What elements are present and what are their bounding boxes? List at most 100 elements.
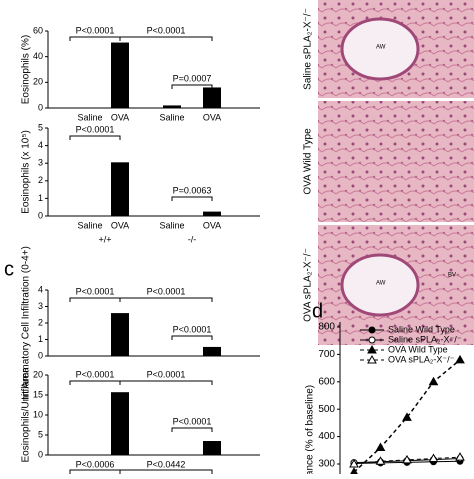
micrograph-mark: BV — [448, 273, 456, 279]
legend-marker — [367, 344, 377, 354]
p-value: P<0.0006 — [76, 459, 115, 469]
x-tick-label: Saline — [159, 112, 184, 122]
group-label: -/- — [188, 234, 197, 244]
y-tick-label: 2 — [38, 175, 43, 185]
point — [455, 354, 465, 364]
y-tick-label: 3 — [38, 301, 43, 311]
y-tick-label: 700 — [318, 349, 335, 360]
p-value: P<0.0001 — [173, 324, 212, 334]
micrographs: Saline sPLA₂-X⁻/⁻ AW OVA Wild Type OVA sPLA… — [303, 0, 474, 345]
y-tick-label: 0 — [38, 210, 43, 220]
legend-entry: Saline sPLA₂-X⁻/⁻ — [388, 334, 462, 344]
p-value: P<0.0001 — [76, 124, 115, 134]
bar — [111, 313, 129, 356]
y-tick-label: 5 — [38, 429, 43, 439]
micrograph-mark: AW — [376, 281, 386, 287]
y-axis-label: istance (% of baseline) — [305, 385, 316, 474]
y-tick-label: 20 — [33, 369, 43, 379]
legend-marker — [368, 326, 376, 334]
micrograph — [318, 101, 474, 222]
bar — [111, 392, 129, 455]
airway — [340, 17, 420, 81]
y-axis-label: Eosinophils (x 10⁵) — [21, 130, 32, 214]
p-value: P=0.0007 — [173, 73, 212, 83]
p-value: P<0.0001 — [147, 286, 186, 296]
micrograph-label: Saline sPLA₂-X⁻/⁻ — [303, 8, 314, 90]
y-axis-label: Eosinophils/Unit Area — [21, 367, 32, 462]
point — [349, 467, 359, 476]
point — [455, 452, 465, 461]
y-tick-label: 20 — [33, 77, 43, 87]
y-axis-label: Inflammatory Cell Infiltration (0-4+) — [21, 246, 32, 400]
bar — [203, 211, 221, 216]
p-value: P<0.0001 — [173, 416, 212, 426]
bracket — [119, 36, 213, 41]
y-tick-label: 1 — [38, 334, 43, 344]
p-value: P<0.0001 — [76, 369, 115, 379]
x-tick-label: OVA — [203, 112, 221, 122]
group-label: +/+ — [98, 234, 111, 244]
p-value: P<0.0001 — [76, 25, 115, 35]
x-tick-label: Saline — [77, 112, 102, 122]
p-value: P<0.0001 — [147, 369, 186, 379]
p-value: P=0.0063 — [173, 185, 212, 195]
y-tick-label: 5 — [38, 122, 43, 132]
bracket — [171, 84, 213, 89]
point — [402, 412, 412, 421]
micrograph-label: OVA sPLA₂-X⁻/⁻ — [303, 248, 314, 322]
micrograph-mark: AW — [376, 45, 386, 51]
bracket — [119, 380, 213, 385]
bar — [163, 105, 181, 108]
panel-label: d — [312, 300, 323, 322]
bracket — [119, 469, 213, 474]
x-tick-label: Saline — [159, 220, 184, 230]
y-tick-label: 500 — [318, 404, 335, 415]
y-tick-label: 300 — [318, 459, 335, 470]
legend-marker — [368, 336, 376, 344]
y-tick-label: 15 — [33, 389, 43, 399]
bar — [203, 87, 221, 108]
legend-entry: OVA Wild Type — [388, 344, 448, 354]
y-tick-label: 1 — [38, 193, 43, 203]
micrograph-label: OVA Wild Type — [303, 128, 314, 195]
point — [349, 458, 359, 468]
bracket — [69, 380, 121, 385]
point — [428, 376, 439, 386]
x-tick-label: OVA — [111, 220, 129, 230]
p-value: P<0.0001 — [147, 25, 186, 35]
y-tick-label: 60 — [33, 25, 43, 35]
y-tick-label: 600 — [318, 376, 335, 387]
x-tick-label: OVA — [111, 112, 129, 122]
bar — [111, 162, 129, 216]
p-value: P<0.0001 — [76, 286, 115, 296]
point — [428, 453, 439, 463]
y-tick-label: 800 — [318, 322, 335, 333]
x-tick-label: Saline — [77, 220, 102, 230]
line — [353, 359, 461, 473]
y-tick-label: 4 — [38, 284, 43, 294]
bracket — [69, 36, 121, 41]
bar — [203, 346, 221, 356]
y-axis-label: Eosinophils (%) — [21, 35, 32, 104]
y-tick-label: 0 — [38, 350, 43, 360]
bracket — [119, 297, 213, 302]
y-tick-label: 400 — [318, 431, 335, 442]
y-tick-label: 4 — [38, 140, 43, 150]
legend-entry: Saline Wild Type — [388, 324, 455, 334]
bracket — [171, 335, 213, 340]
y-tick-label: 2 — [38, 317, 43, 327]
y-tick-label: 0 — [38, 102, 43, 112]
y-tick-label: 0 — [38, 449, 43, 459]
point — [402, 454, 412, 464]
y-tick-label: 10 — [33, 409, 43, 419]
bracket — [171, 196, 213, 201]
bracket — [69, 135, 121, 140]
bar — [111, 42, 129, 108]
point — [375, 442, 386, 452]
line — [353, 456, 461, 465]
bracket — [69, 297, 121, 302]
bracket — [69, 469, 121, 474]
legend-entry: OVA sPLA₂-X⁻/⁻ — [388, 354, 455, 364]
